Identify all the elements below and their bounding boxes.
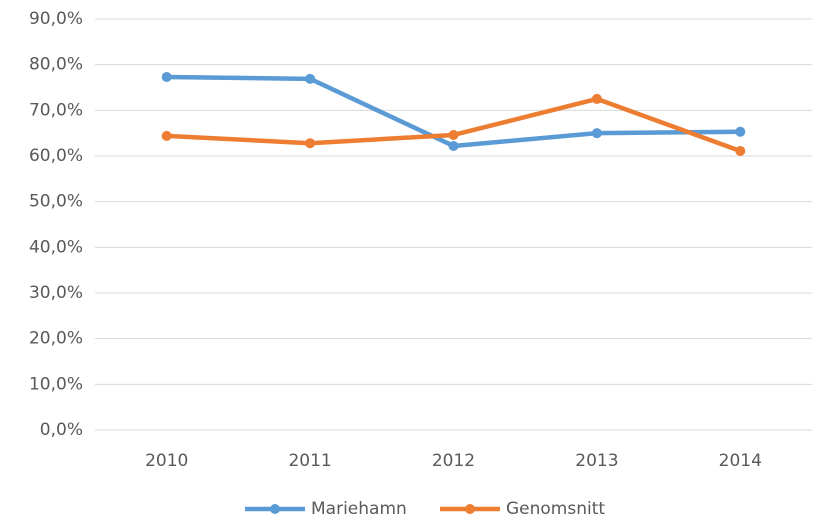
y-tick-label: 20,0% bbox=[29, 329, 83, 349]
y-tick-label: 90,0% bbox=[29, 9, 83, 29]
data-point bbox=[161, 71, 172, 82]
y-tick-label: 0,0% bbox=[40, 420, 83, 440]
legend-marker bbox=[465, 504, 475, 514]
data-point bbox=[305, 73, 316, 84]
x-tick-label: 2013 bbox=[575, 451, 618, 471]
data-point bbox=[448, 129, 459, 140]
x-tick-label: 2011 bbox=[288, 451, 331, 471]
y-tick-label: 60,0% bbox=[29, 146, 83, 166]
y-tick-label: 30,0% bbox=[29, 283, 83, 303]
data-point bbox=[735, 126, 746, 137]
legend-label: Genomsnitt bbox=[506, 499, 605, 519]
x-tick-label: 2012 bbox=[432, 451, 475, 471]
y-tick-label: 40,0% bbox=[29, 237, 83, 257]
y-tick-label: 10,0% bbox=[29, 374, 83, 394]
data-point bbox=[591, 128, 602, 139]
data-point bbox=[448, 140, 459, 151]
data-point bbox=[591, 93, 602, 104]
x-tick-label: 2014 bbox=[719, 451, 762, 471]
x-tick-label: 2010 bbox=[145, 451, 188, 471]
y-tick-label: 70,0% bbox=[29, 100, 83, 120]
data-point bbox=[305, 138, 316, 149]
legend-label: Mariehamn bbox=[311, 499, 407, 519]
y-tick-label: 50,0% bbox=[29, 192, 83, 212]
legend-marker bbox=[270, 504, 280, 514]
data-point bbox=[161, 130, 172, 141]
data-point bbox=[735, 145, 746, 156]
y-tick-label: 80,0% bbox=[29, 55, 83, 75]
